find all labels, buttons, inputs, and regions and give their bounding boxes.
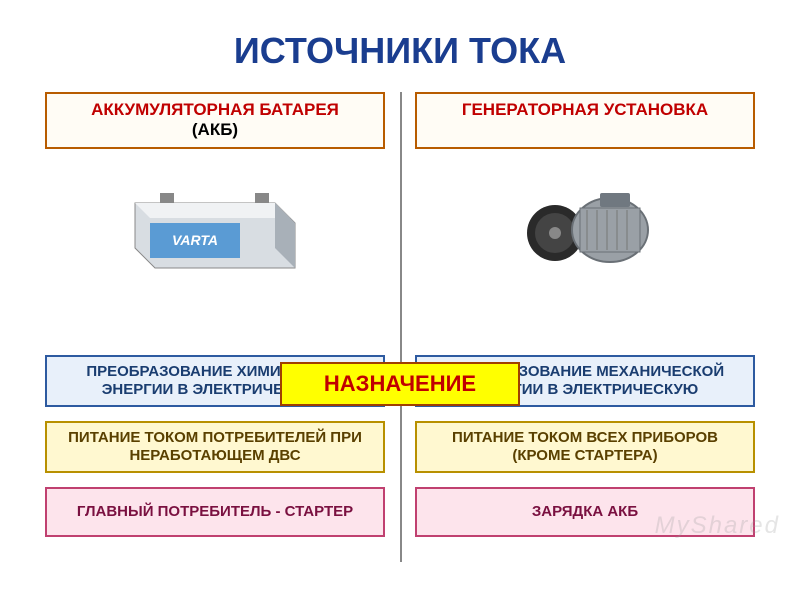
- generator-header-box: ГЕНЕРАТОРНАЯ УСТАНОВКА .: [415, 92, 755, 149]
- watermark: MyShared: [655, 512, 780, 540]
- columns-container: АККУМУЛЯТОРНАЯ БАТАРЕЯ (АКБ) VARTA ПРЕОБ…: [0, 92, 800, 537]
- battery-header-box: АККУМУЛЯТОРНАЯ БАТАРЕЯ (АКБ): [45, 92, 385, 149]
- battery-image: VARTA: [65, 163, 365, 283]
- center-divider: [400, 92, 402, 562]
- page-title: ИСТОЧНИКИ ТОКА: [0, 0, 800, 92]
- right-column: ГЕНЕРАТОРНАЯ УСТАНОВКА .: [400, 92, 770, 537]
- left-column: АККУМУЛЯТОРНАЯ БАТАРЕЯ (АКБ) VARTA ПРЕОБ…: [30, 92, 400, 537]
- battery-pink-text: ГЛАВНЫЙ ПОТРЕБИТЕЛЬ - СТАРТЕР: [77, 503, 353, 521]
- generator-image: [435, 163, 735, 283]
- battery-pink-box: ГЛАВНЫЙ ПОТРЕБИТЕЛЬ - СТАРТЕР: [45, 487, 385, 537]
- generator-pink-text: ЗАРЯДКА АКБ: [532, 503, 638, 521]
- title-text: ИСТОЧНИКИ ТОКА: [234, 30, 566, 71]
- purpose-text: НАЗНАЧЕНИЕ: [324, 371, 476, 397]
- generator-header-line1: ГЕНЕРАТОРНАЯ УСТАНОВКА: [462, 100, 708, 120]
- battery-yellow-text: ПИТАНИЕ ТОКОМ ПОТРЕБИТЕЛЕЙ ПРИ НЕРАБОТАЮ…: [55, 429, 375, 465]
- battery-header-line2: (АКБ): [192, 120, 238, 140]
- purpose-box: НАЗНАЧЕНИЕ: [280, 362, 520, 406]
- battery-yellow-box: ПИТАНИЕ ТОКОМ ПОТРЕБИТЕЛЕЙ ПРИ НЕРАБОТАЮ…: [45, 421, 385, 473]
- battery-brand-text: VARTA: [172, 232, 218, 248]
- generator-yellow-box: ПИТАНИЕ ТОКОМ ВСЕХ ПРИБОРОВ (КРОМЕ СТАРТ…: [415, 421, 755, 473]
- battery-header-line1: АККУМУЛЯТОРНАЯ БАТАРЕЯ: [91, 100, 339, 120]
- generator-yellow-text: ПИТАНИЕ ТОКОМ ВСЕХ ПРИБОРОВ (КРОМЕ СТАРТ…: [425, 429, 745, 465]
